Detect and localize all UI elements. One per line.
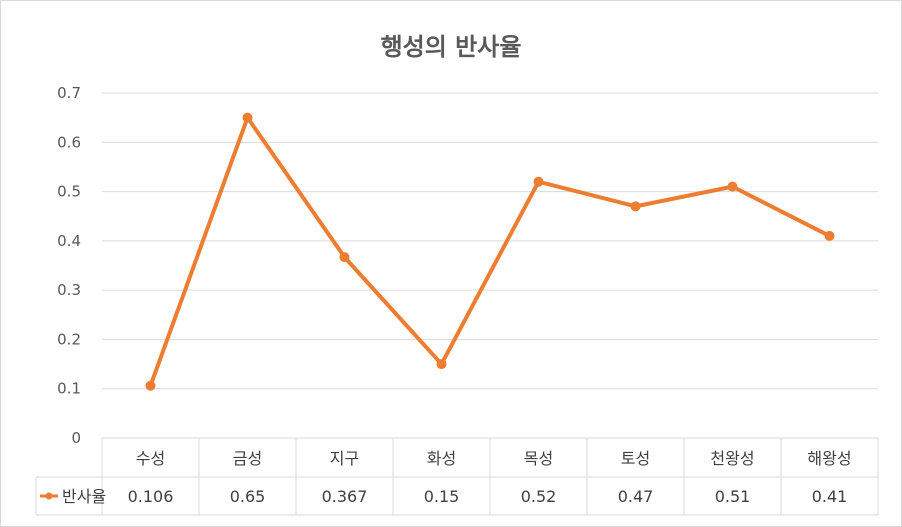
category-label: 천왕성: [710, 449, 754, 468]
y-tick-label: 0.6: [57, 133, 81, 151]
data-point: [533, 176, 544, 187]
data-table-value: 0.47: [618, 487, 654, 506]
data-point: [242, 112, 253, 123]
y-tick-label: 0.5: [57, 183, 81, 201]
chart-title: 행성의 반사율: [380, 33, 522, 61]
series-line: [148, 115, 832, 388]
data-point: [630, 201, 641, 212]
y-tick-label: 0: [71, 429, 81, 447]
data-table-value: 0.51: [715, 487, 751, 506]
category-label: 토성: [621, 449, 650, 468]
data-point: [145, 380, 156, 391]
legend-key-marker: [45, 492, 53, 500]
data-table-value: 0.65: [230, 487, 266, 506]
data-point: [727, 181, 738, 192]
data-table-value: 0.15: [424, 487, 460, 506]
data-table-value: 0.367: [322, 487, 368, 506]
y-tick-label: 0.2: [57, 330, 81, 348]
category-label: 화성: [427, 449, 456, 468]
data-table-value: 0.106: [128, 487, 174, 506]
data-point: [339, 252, 350, 263]
category-label: 금성: [233, 449, 262, 468]
category-label: 해왕성: [807, 449, 851, 468]
series-label: 반사율: [62, 487, 106, 506]
data-table-value: 0.52: [521, 487, 557, 506]
category-label: 수성: [136, 449, 165, 468]
category-label: 지구: [330, 449, 359, 468]
category-label: 목성: [524, 449, 553, 468]
y-tick-label: 0.4: [57, 232, 81, 250]
data-point: [436, 359, 447, 370]
data-point: [824, 230, 835, 241]
data-table-value: 0.41: [812, 487, 848, 506]
y-tick-label: 0.7: [57, 84, 81, 102]
y-tick-label: 0.1: [57, 380, 81, 398]
y-tick-label: 0.3: [57, 281, 81, 299]
